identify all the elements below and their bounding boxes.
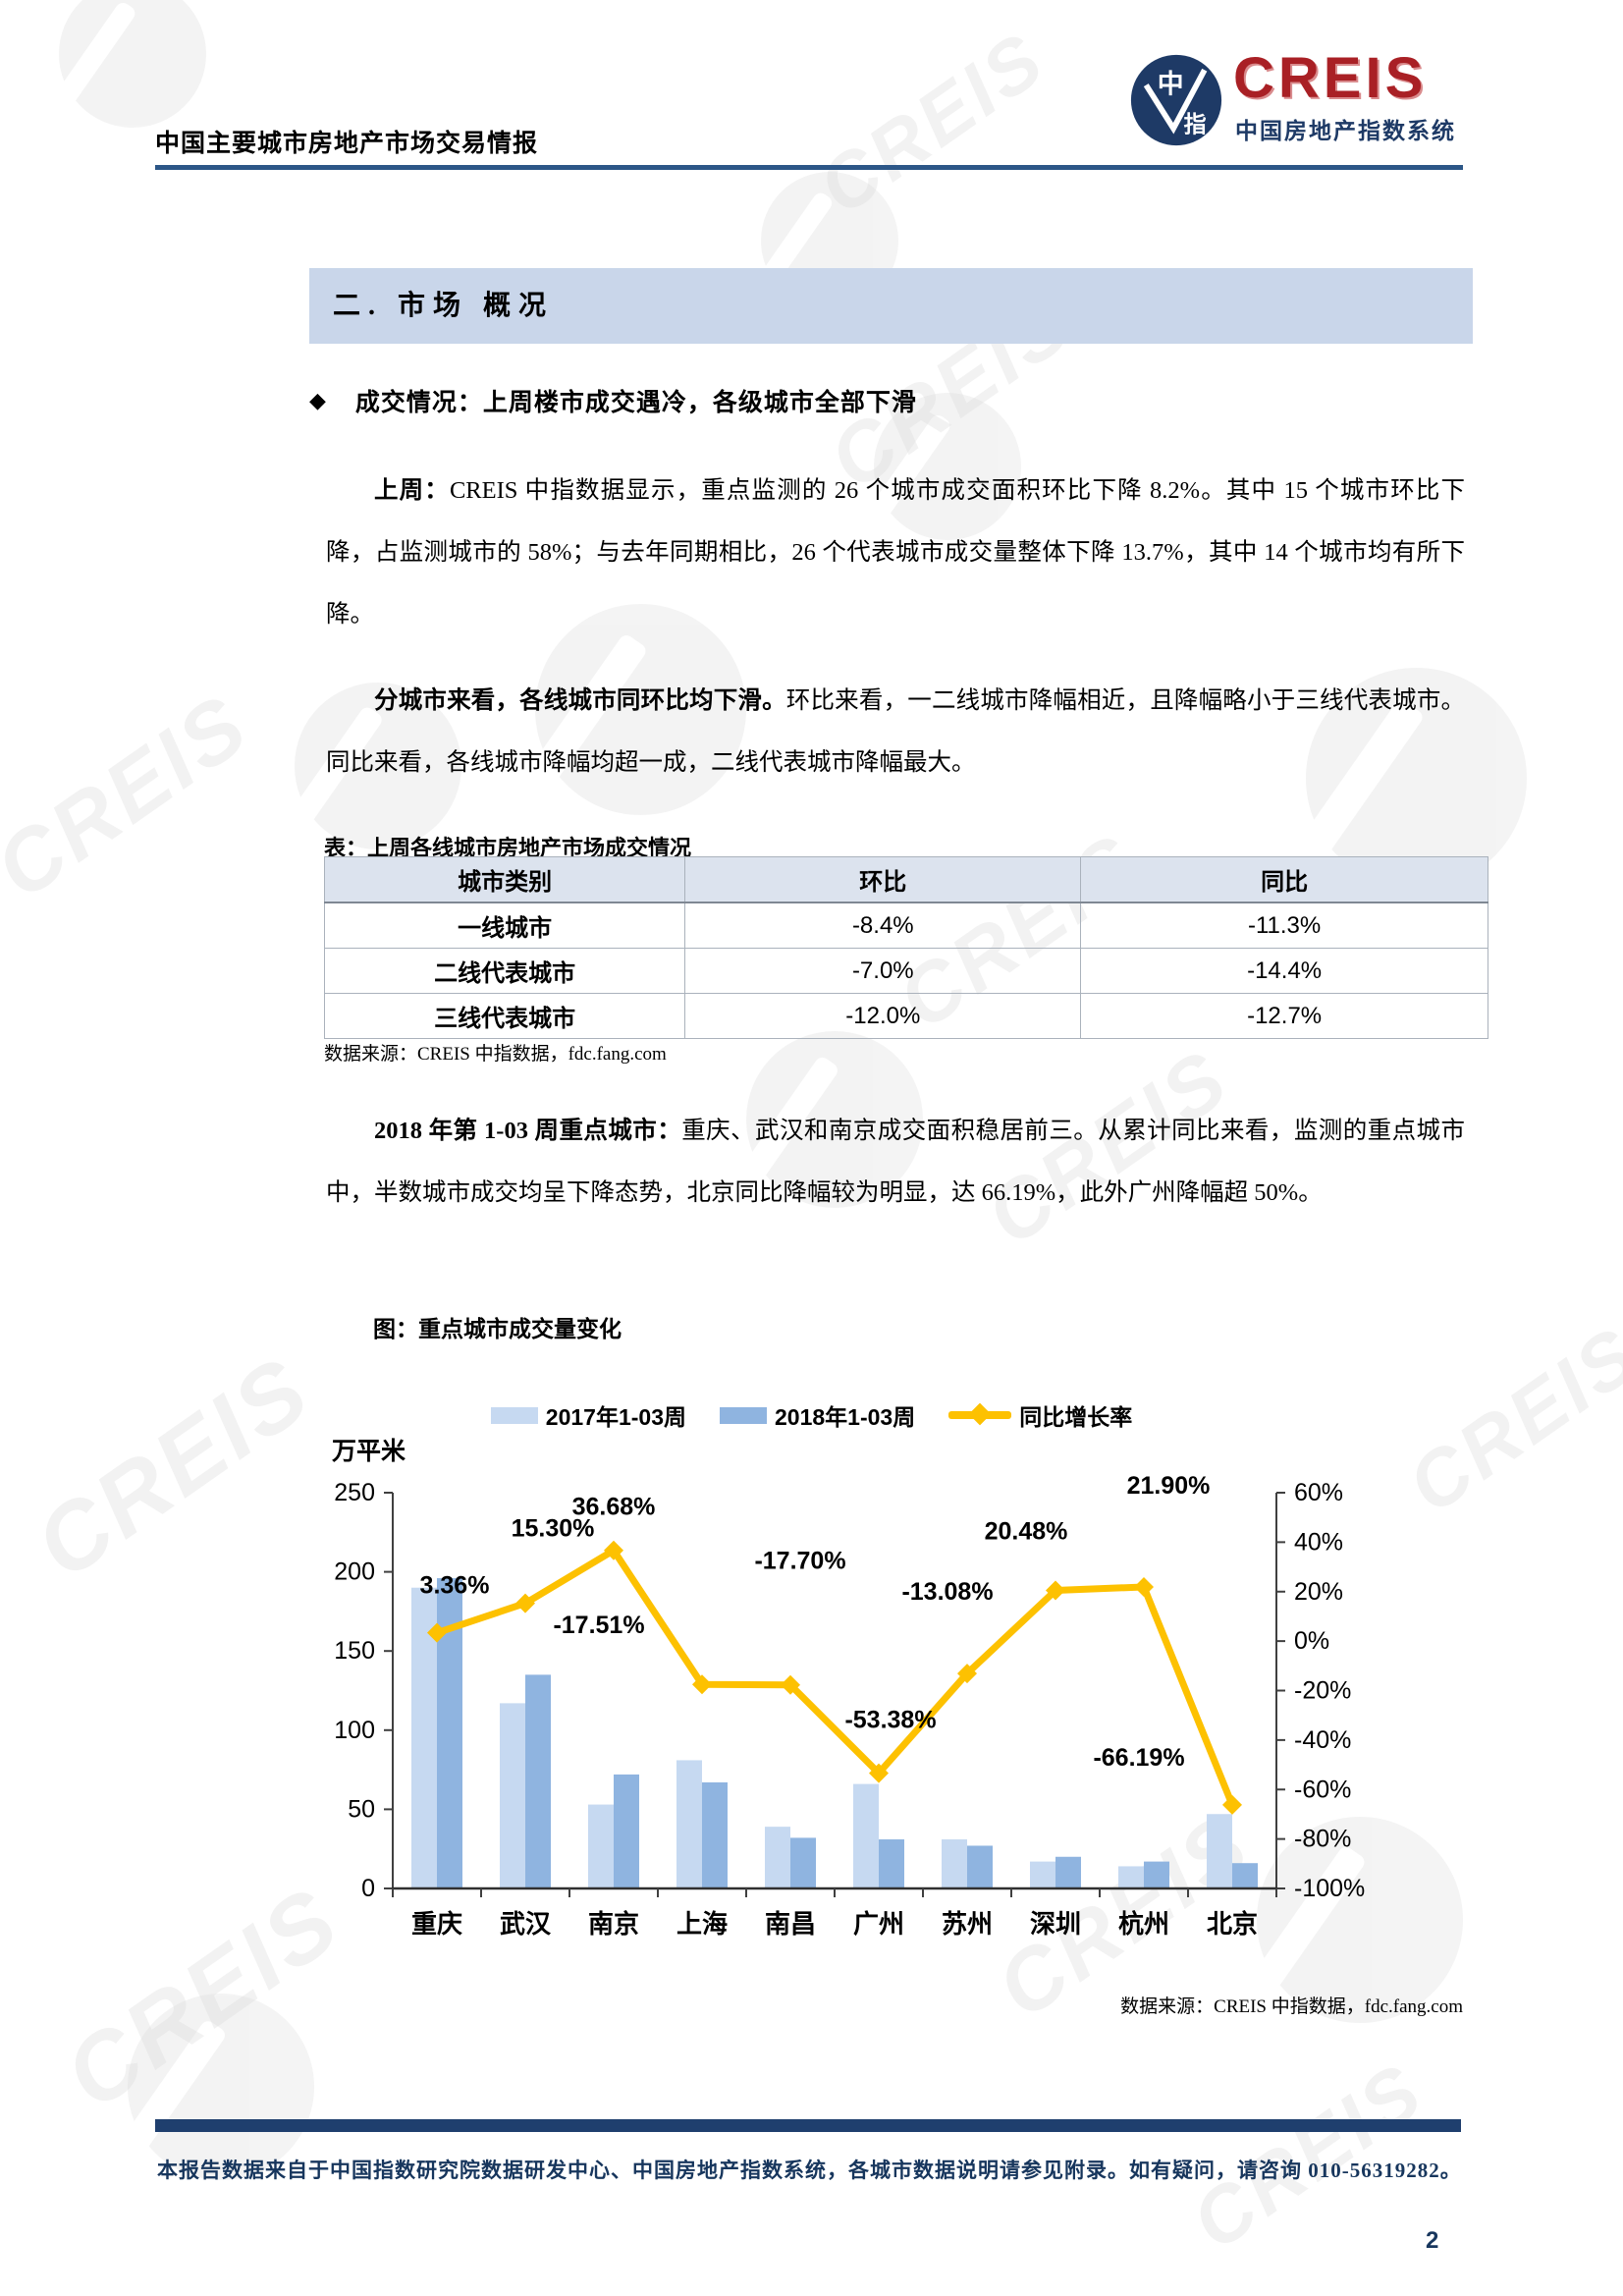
chart-title: 图：重点城市成交量变化 [373,1317,622,1341]
svg-text:15.30%: 15.30% [512,1515,595,1543]
paragraph-lead: 2018 年第 1-03 周重点城市： [374,1118,682,1144]
svg-text:36.68%: 36.68% [572,1494,656,1521]
table-source-note: 数据来源：CREIS 中指数据，fdc.fang.com [324,1044,667,1065]
legend-line-marker-icon [948,1402,1012,1426]
page-number: 2 [1426,2227,1439,2254]
table-row: 三线代表城市 -12.0% -12.7% [323,993,1488,1039]
svg-text:-17.51%: -17.51% [553,1612,644,1639]
svg-text:3.36%: 3.36% [420,1572,490,1600]
svg-text:南昌: 南昌 [765,1910,816,1939]
svg-text:杭州: 杭州 [1118,1909,1169,1939]
cell-tier: 二线代表城市 [323,948,686,994]
cell-yoy: -11.3% [1080,902,1488,949]
svg-text:-20%: -20% [1294,1677,1351,1705]
cell-wow: -8.4% [684,902,1082,949]
paragraph-text: 环比来看，一二线城市降幅相近，且降幅略小于三线代表城市。同比来看，各线城市降幅均… [326,687,1466,776]
watermark-text: CREIS [802,14,1060,232]
table-title: 表：上周各线城市房地产市场成交情况 [324,836,692,860]
cell-tier: 一线城市 [323,902,686,949]
creis-logo-badge-icon: 中 指 [1130,54,1222,146]
svg-text:21.90%: 21.90% [1127,1472,1211,1500]
cell-wow: -7.0% [684,948,1082,994]
svg-text:-17.70%: -17.70% [754,1548,845,1575]
volume-change-chart: 0 50 100 150 200 250 -100% -80% -60% -40% -20% 0% 20… [334,1472,1365,1939]
city-tier-table: 城市类别 环比 同比 一线城市 -8.4% -11.3% 二线代表城市 -7.0… [323,856,1488,1039]
svg-text:250: 250 [334,1479,375,1506]
bullet-headline-text: 成交情况：上周楼市成交遇冷，各级城市全部下滑 [354,390,917,416]
paragraph-by-tier: 分城市来看，各线城市同环比均下滑。环比来看，一二线城市降幅相近，且降幅略小于三线… [326,670,1465,793]
svg-text:-40%: -40% [1294,1726,1351,1754]
svg-text:指: 指 [1184,112,1207,137]
bullet-headline: ◆ 成交情况：上周楼市成交遇冷，各级城市全部下滑 [309,383,917,418]
svg-text:南京: 南京 [588,1909,639,1939]
svg-text:-53.38%: -53.38% [844,1707,936,1734]
legend-label: 同比增长率 [1019,1404,1133,1430]
paragraph-key-cities: 2018 年第 1-03 周重点城市：重庆、武汉和南京成交面积稳居前三。从累计同… [326,1100,1465,1224]
watermark-logo-icon [59,0,206,128]
legend-label: 2017年1-03周 [545,1404,686,1430]
table-row: 一线城市 -8.4% -11.3% [323,902,1488,949]
legend-swatch-2018 [720,1406,767,1424]
creis-wordmark: CREIS [1233,46,1428,110]
chart-unit-label: 万平米 [332,1439,406,1465]
footer-note: 本报告数据来自于中国指数研究院数据研发中心、中国房地产指数系统，各城市数据说明请… [157,2159,1462,2182]
paragraph-text: 重庆、武汉和南京成交面积稳居前三。从累计同比来看，监测的重点城市中，半数城市成交… [326,1118,1465,1206]
paragraph-last-week: 上周：CREIS 中指数据显示，重点监测的 26 个城市成交面积环比下降 8.2… [326,460,1465,645]
cell-yoy: -12.7% [1080,993,1488,1039]
chart-legend: 2017年1-03周 2018年1-03周 同比增长率 [0,1398,1623,1432]
section-banner-title: 二. 市场 概况 [333,291,555,321]
svg-text:广州: 广州 [853,1910,904,1939]
col-header-yoy: 同比 [1080,856,1488,903]
col-header-wow: 环比 [684,856,1082,903]
creis-logo-subtitle: 中国房地产指数系统 [1235,119,1456,143]
svg-text:200: 200 [334,1558,375,1586]
svg-text:150: 150 [334,1637,375,1665]
header-divider [155,165,1463,170]
creis-logo: 中 指 CREIS 中国房地产指数系统 [1129,46,1483,177]
table-header-row: 城市类别 环比 同比 [323,856,1488,903]
paragraph-text: CREIS 中指数据显示，重点监测的 26 个城市成交面积环比下降 8.2%。其… [326,477,1466,628]
section-banner: 二. 市场 概况 [309,268,1473,344]
watermark-logo-icon [128,1994,314,2180]
cell-yoy: -14.4% [1080,948,1488,994]
svg-text:50: 50 [348,1795,375,1823]
cell-tier: 三线代表城市 [323,993,686,1039]
svg-text:20.48%: 20.48% [985,1518,1068,1546]
svg-text:深圳: 深圳 [1030,1910,1081,1939]
svg-text:-100%: -100% [1294,1875,1365,1902]
svg-text:-60%: -60% [1294,1776,1351,1803]
chart-source-note: 数据来源：CREIS 中指数据，fdc.fang.com [1120,1996,1463,2017]
svg-text:重庆: 重庆 [411,1909,462,1939]
table-row: 二线代表城市 -7.0% -14.4% [323,948,1488,994]
svg-text:武汉: 武汉 [500,1910,552,1939]
svg-text:20%: 20% [1294,1578,1343,1606]
page-title: 中国主要城市房地产市场交易情报 [155,131,539,157]
svg-text:100: 100 [334,1717,375,1744]
svg-text:中: 中 [1158,69,1184,98]
legend-item-2018: 2018年1-03周 [720,1398,915,1432]
col-header-city-tier: 城市类别 [323,856,686,903]
svg-text:-80%: -80% [1294,1826,1351,1853]
legend-swatch-2017 [490,1406,538,1424]
legend-label: 2018年1-03周 [775,1404,916,1430]
svg-text:上海: 上海 [676,1910,728,1939]
watermark-text: CREIS [0,675,266,918]
svg-text:-66.19%: -66.19% [1093,1744,1184,1772]
svg-text:-13.08%: -13.08% [901,1578,993,1606]
legend-item-growth: 同比增长率 [948,1398,1132,1432]
svg-text:0%: 0% [1294,1627,1329,1655]
svg-text:60%: 60% [1294,1479,1343,1506]
svg-text:北京: 北京 [1207,1909,1258,1939]
footer-divider [155,2119,1461,2132]
svg-text:0: 0 [361,1875,375,1902]
cell-wow: -12.0% [684,993,1082,1039]
paragraph-lead: 分城市来看，各线城市同环比均下滑。 [374,687,786,714]
legend-item-2017: 2017年1-03周 [490,1398,686,1432]
paragraph-lead: 上周： [374,477,450,504]
svg-text:苏州: 苏州 [942,1910,993,1939]
diamond-bullet-icon: ◆ [309,388,326,412]
svg-text:40%: 40% [1294,1528,1343,1556]
